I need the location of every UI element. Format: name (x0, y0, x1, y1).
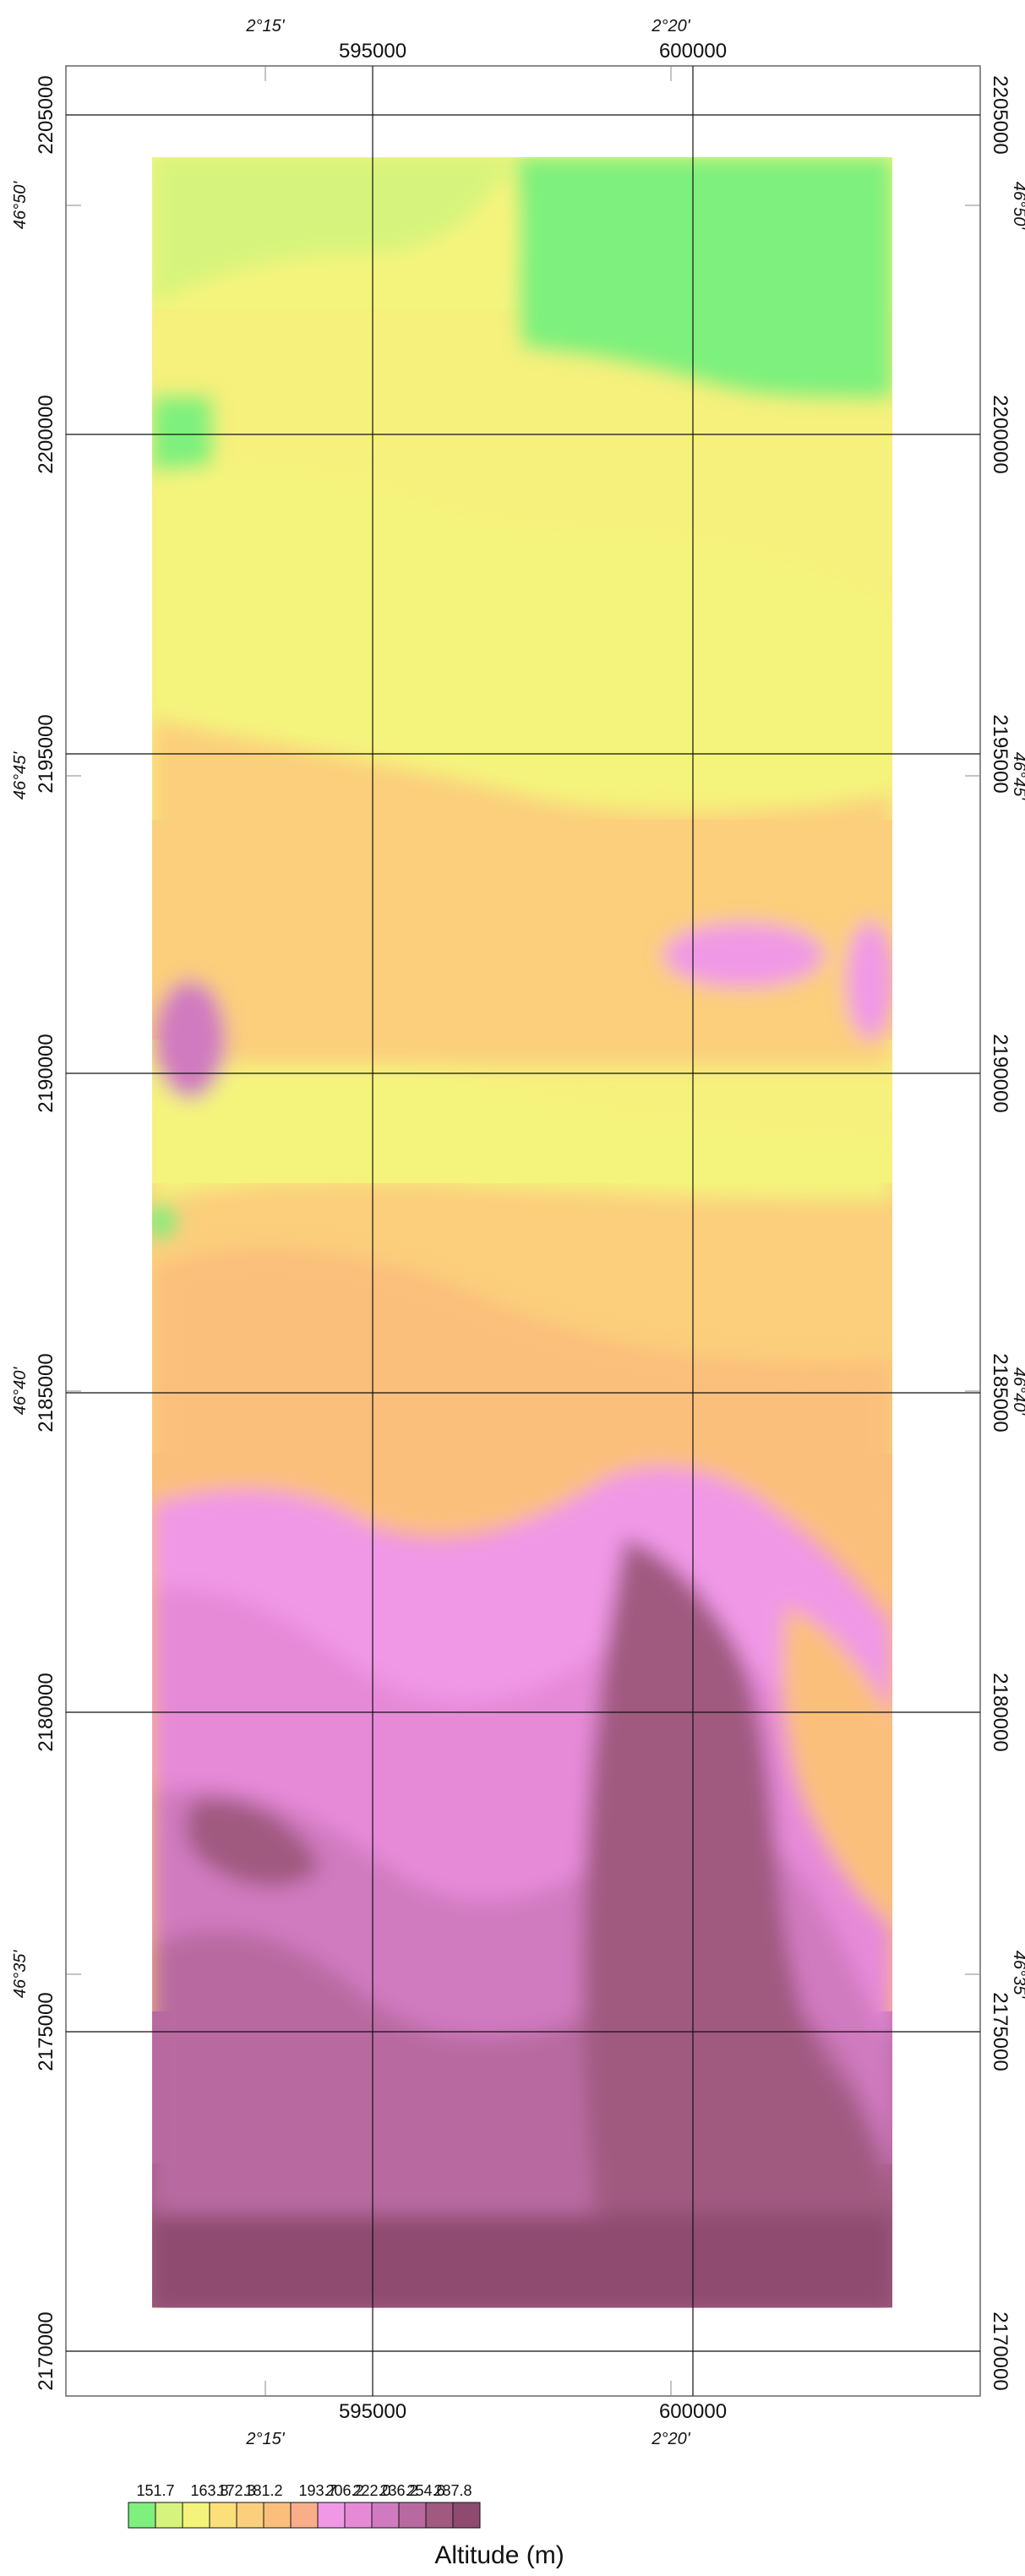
y-label-right-2190000: 2190000 (989, 1034, 1011, 1112)
y-label-left-2185000: 2185000 (35, 1353, 57, 1432)
map-raster (152, 157, 892, 2308)
left-latitude-labels: 46°50' 46°45' 46°40' 46°35' (11, 181, 30, 1998)
y-label-right-2180000: 2180000 (989, 1673, 1011, 1751)
x-label-bottom-600000: 600000 (659, 2400, 727, 2423)
legend-swatch (371, 2502, 400, 2529)
y-label-left-2170000: 2170000 (35, 2311, 57, 2390)
legend-swatch (182, 2502, 210, 2529)
legend-tick-label: 193.7 (298, 2482, 336, 2499)
y-label-right-2185000: 2185000 (989, 1353, 1011, 1432)
legend-swatch (155, 2502, 183, 2529)
latitude-label-right-2: 46°45' (1010, 752, 1025, 800)
y-label-right-2195000: 2195000 (989, 714, 1011, 793)
projected-grid (66, 66, 980, 2396)
y-label-right-2170000: 2170000 (989, 2311, 1011, 2390)
y-label-right-2205000: 2205000 (989, 75, 1011, 154)
legend-swatch (398, 2502, 427, 2529)
left-projected-labels: 2205000 2200000 2195000 2190000 2185000 … (35, 75, 57, 2390)
y-label-right-2175000: 2175000 (989, 1992, 1011, 2071)
latitude-label-left-1: 46°50' (11, 181, 30, 229)
legend-swatches (128, 2502, 481, 2529)
latitude-label-right-4: 46°35' (1010, 1951, 1025, 1999)
longitude-label-bottom-2: 2°20' (651, 2430, 690, 2448)
latitude-label-left-2: 46°45' (11, 751, 30, 800)
latitude-label-left-3: 46°40' (11, 1367, 30, 1415)
right-projected-labels: 2205000 2200000 2195000 2190000 2185000 … (989, 75, 1011, 2390)
legend-tick-label: 222.0 (352, 2482, 390, 2499)
legend-swatch (128, 2502, 156, 2529)
y-label-left-2195000: 2195000 (35, 714, 57, 793)
legend-swatch (452, 2502, 481, 2529)
y-label-right-2200000: 2200000 (989, 395, 1011, 473)
y-label-left-2190000: 2190000 (35, 1034, 57, 1112)
legend-swatch (236, 2502, 264, 2529)
legend-tick-label: 163.8 (190, 2482, 228, 2499)
legend-title: Altitude (m) (434, 2541, 564, 2569)
latitude-label-right-1: 46°50' (1010, 182, 1025, 230)
legend-swatch (290, 2502, 319, 2529)
legend-tick-label: 151.7 (136, 2482, 174, 2499)
legend-tick-label: 254.6 (406, 2482, 444, 2499)
geographic-ticks (66, 66, 980, 2396)
longitude-label-top-1: 2°15' (245, 17, 285, 35)
x-label-top-600000: 600000 (659, 40, 727, 63)
longitude-label-top-2: 2°20' (651, 17, 690, 35)
legend-swatch (263, 2502, 292, 2529)
latitude-label-right-3: 46°40' (1010, 1367, 1025, 1416)
y-label-left-2175000: 2175000 (35, 1992, 57, 2071)
y-label-left-2200000: 2200000 (35, 395, 57, 473)
legend-swatch (317, 2502, 346, 2529)
legend-tick-label: 172.3 (217, 2482, 255, 2499)
right-latitude-labels: 46°50' 46°45' 46°40' 46°35' (1010, 182, 1025, 1999)
y-label-left-2205000: 2205000 (35, 75, 57, 154)
x-label-bottom-595000: 595000 (339, 2400, 406, 2423)
legend-tick-label: 181.2 (244, 2482, 282, 2499)
y-label-left-2180000: 2180000 (35, 1673, 57, 1751)
legend-swatch (344, 2502, 373, 2529)
legend-swatch (209, 2502, 237, 2529)
legend-tick-label: 287.8 (433, 2482, 472, 2499)
legend-tick-label: 236.2 (379, 2482, 417, 2499)
longitude-label-bottom-1: 2°15' (245, 2430, 285, 2448)
x-label-top-595000: 595000 (339, 40, 406, 63)
legend-tick-label: 206.2 (325, 2482, 363, 2499)
legend-swatch (425, 2502, 454, 2529)
latitude-label-left-4: 46°35' (11, 1950, 30, 1998)
